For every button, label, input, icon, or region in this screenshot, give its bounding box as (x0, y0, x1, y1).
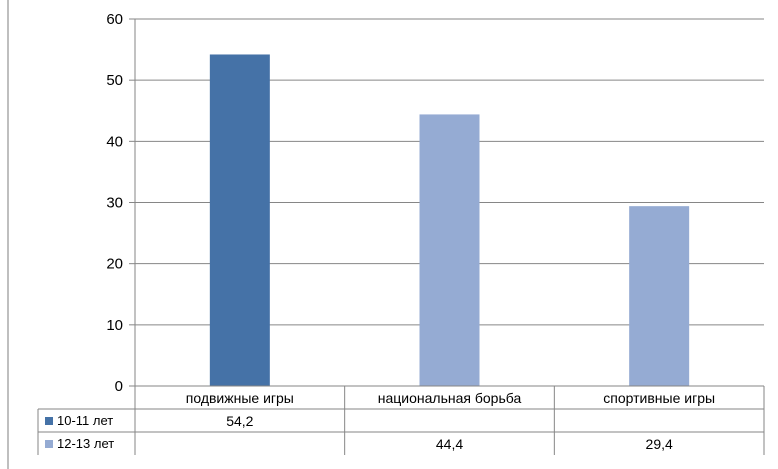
category-label: национальная борьба (378, 390, 522, 406)
legend-label: 10-11 лет (57, 413, 113, 428)
y-tick-label: 0 (115, 378, 123, 395)
bar (209, 54, 270, 387)
category-label: подвижные игры (186, 390, 294, 406)
y-tick-label: 10 (106, 317, 123, 334)
legend-swatch (45, 417, 53, 425)
data-label: 54,2 (226, 413, 253, 429)
legend-label: 12-13 лет (57, 436, 114, 451)
y-tick-label: 20 (106, 256, 123, 273)
data-table: подвижные игры национальная борьба спортив… (37, 385, 765, 455)
data-label: 29,4 (646, 436, 673, 452)
bar (629, 206, 690, 386)
y-tick-label: 50 (106, 72, 123, 89)
y-axis-ticks: 0 10 20 30 40 50 60 (106, 11, 123, 395)
legend-swatch (45, 440, 53, 448)
data-label: 44,4 (436, 436, 463, 452)
y-tick-label: 30 (106, 195, 123, 212)
bar (419, 114, 480, 387)
bars (209, 54, 690, 387)
y-tick-label: 60 (106, 11, 123, 28)
category-label: спортивные игры (603, 390, 715, 406)
y-tick-label: 40 (106, 133, 123, 150)
